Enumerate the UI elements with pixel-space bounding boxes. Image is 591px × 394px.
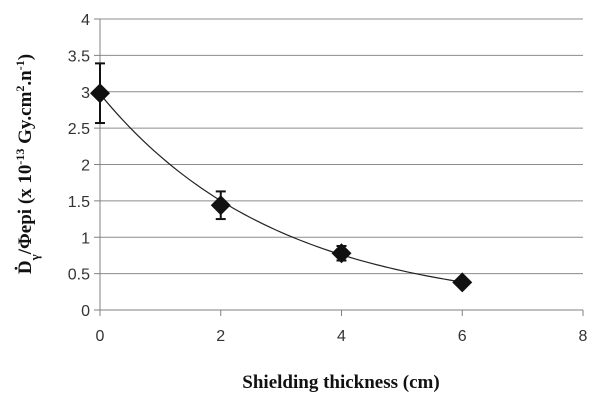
x-tick-labels: 0 2 4 6 8	[96, 328, 588, 345]
y-tick-label: 3	[81, 85, 90, 102]
data-point-diamond	[90, 83, 110, 104]
y-axis-title-end: )	[15, 54, 36, 60]
x-tick-label: 8	[579, 328, 588, 345]
x-axis-title: Shielding thickness (cm)	[242, 372, 439, 393]
x-tick-label: 0	[96, 328, 105, 345]
y-tick-label: 4	[81, 12, 90, 29]
data-points	[90, 83, 473, 293]
y-axis-title-rest2: .n	[15, 70, 36, 86]
y-axis-title: Ḋγ/Φepi (x 10-13 Gy.cm2.n-1)	[13, 54, 42, 274]
y-tick-label: 3.5	[68, 48, 90, 65]
fit-curve	[99, 93, 463, 283]
y-axis-title-mid: /Φepi (x 10	[15, 165, 36, 256]
y-axis-title-exp3: -1	[13, 60, 27, 70]
x-tick-label: 6	[458, 328, 467, 345]
data-point-diamond	[331, 243, 352, 264]
y-tick-label: 2	[81, 158, 90, 175]
y-axis-title-exp: -13	[13, 149, 27, 165]
y-tick-label: 0	[81, 303, 90, 320]
y-axis-title-exp2: 2	[13, 86, 27, 92]
axes	[94, 18, 584, 316]
y-tick-label: 1	[81, 230, 90, 247]
error-bars	[95, 62, 347, 262]
x-tick-label: 2	[216, 328, 225, 345]
data-point-diamond	[210, 195, 231, 216]
y-tick-label: 0.5	[68, 267, 90, 284]
gridlines	[100, 18, 583, 275]
y-tick-label: 2.5	[68, 121, 90, 138]
y-axis-title-sub: γ	[27, 254, 42, 261]
data-point-diamond	[452, 272, 473, 293]
y-axis-title-rest: Gy.cm	[15, 91, 36, 148]
y-axis-title-prefix: Ḋ	[15, 260, 36, 274]
y-tick-labels: 0 0.5 1 1.5 2 2.5 3 3.5 4	[68, 12, 90, 320]
y-tick-label: 1.5	[68, 194, 90, 211]
x-tick-label: 4	[337, 328, 346, 345]
